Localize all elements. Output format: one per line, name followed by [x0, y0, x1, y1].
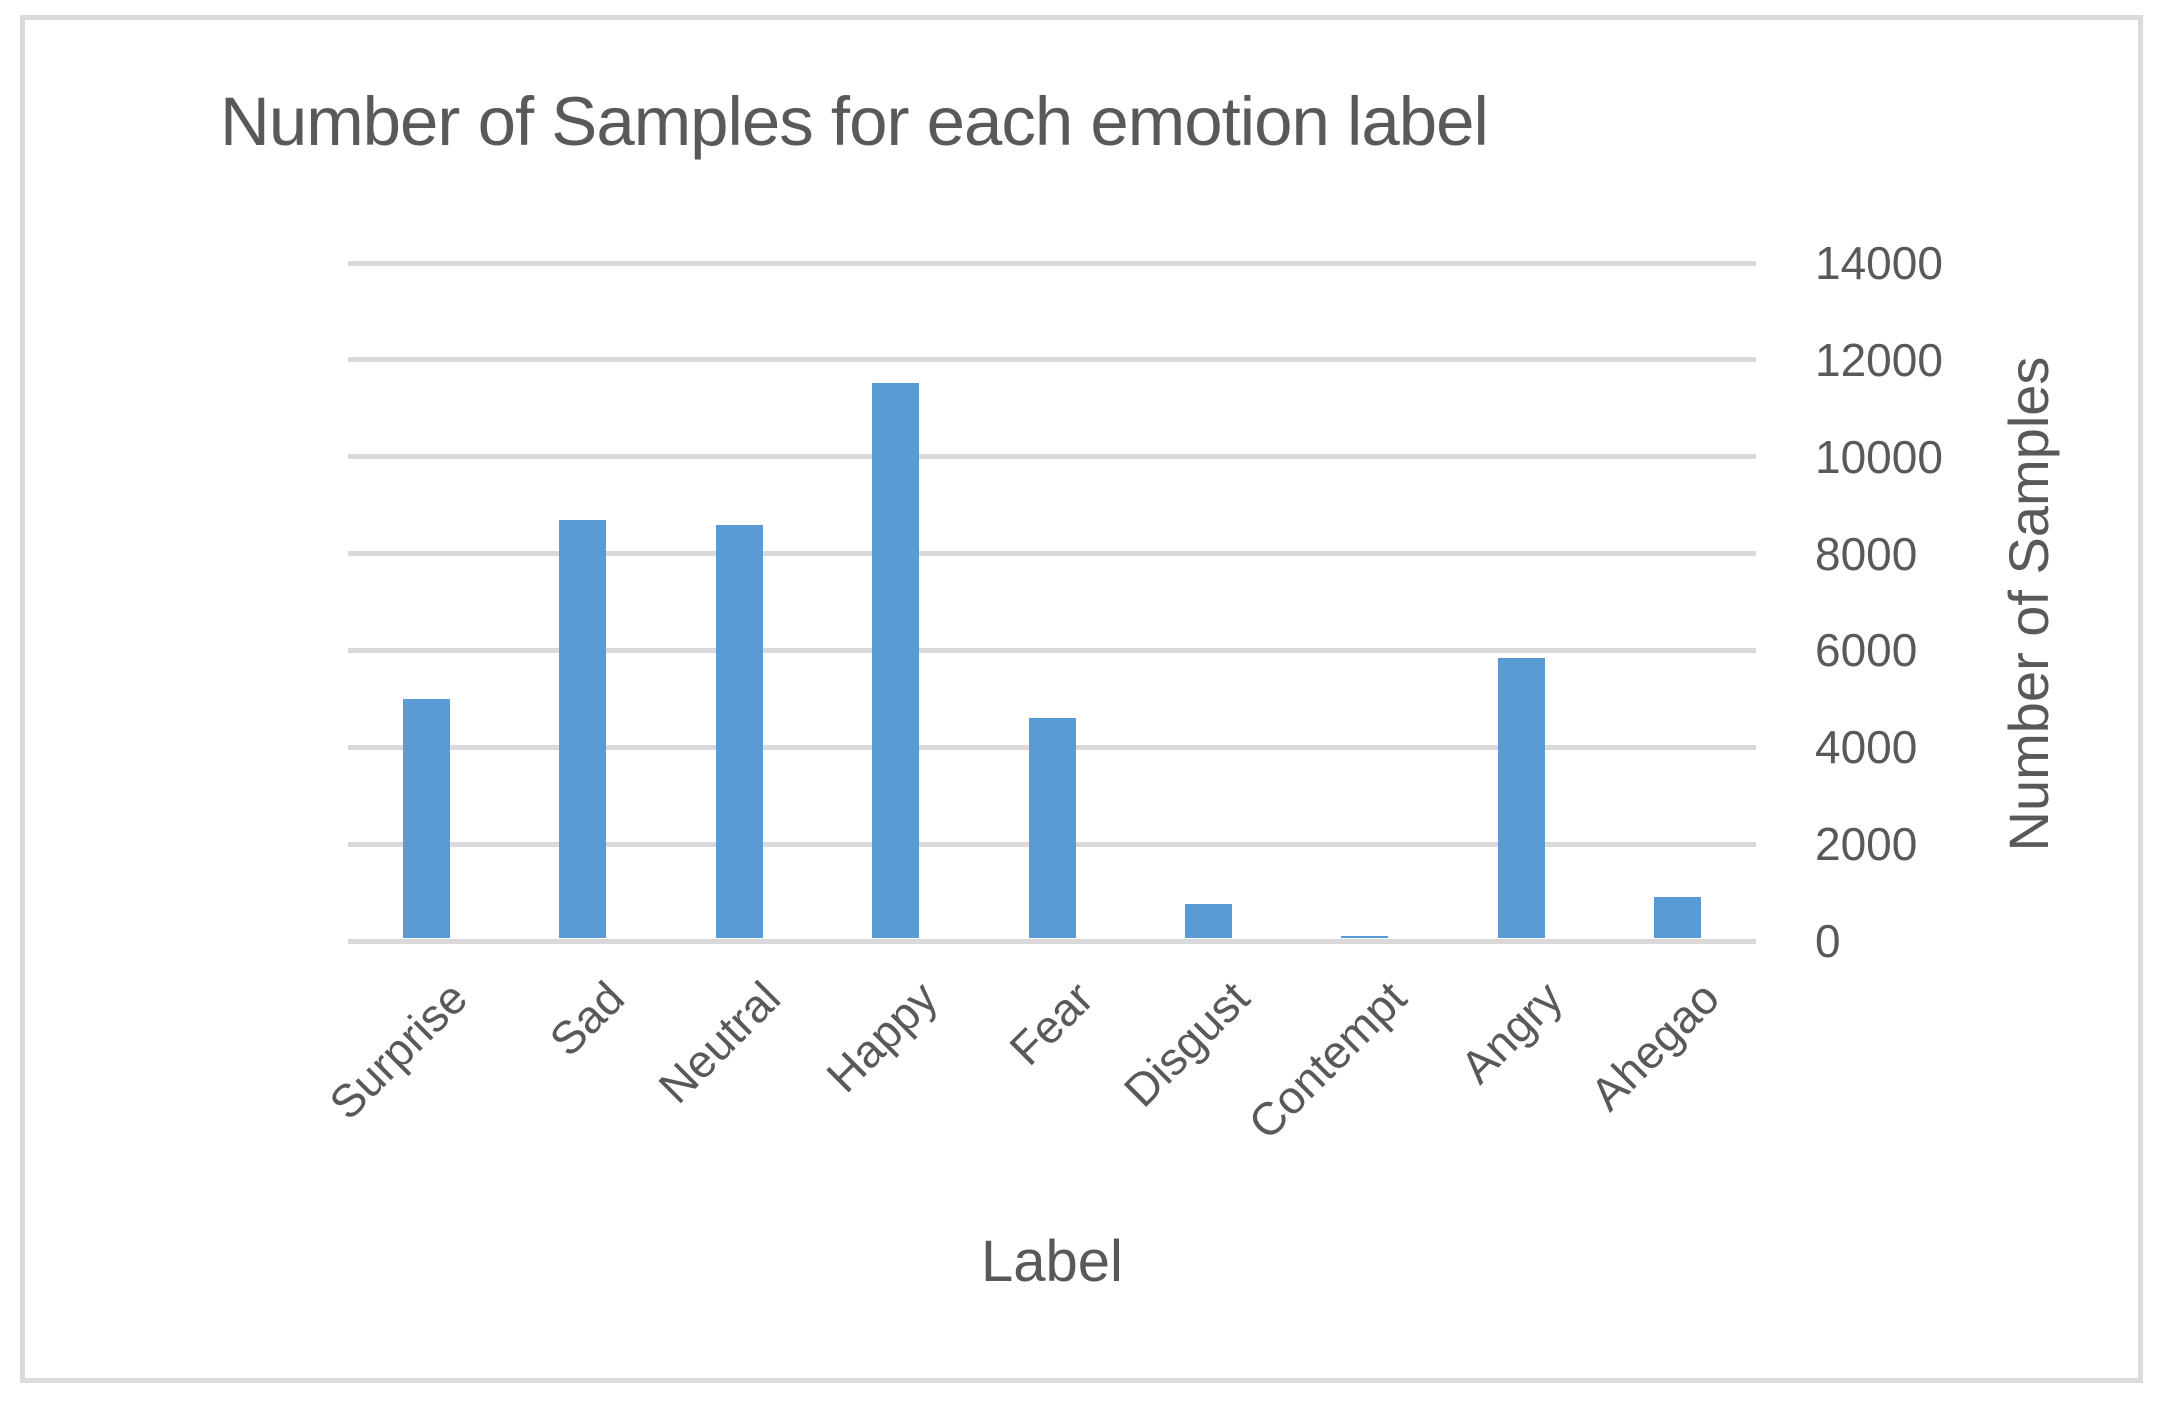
bar-angry — [1497, 658, 1545, 939]
bar-ahegao — [1654, 896, 1702, 939]
y-tick-label-6000: 6000 — [1815, 624, 1918, 677]
bar-sad — [559, 519, 607, 939]
y-tick-label-8000: 8000 — [1815, 527, 1918, 580]
y-tick-label-10000: 10000 — [1815, 430, 1943, 483]
y-tick-label-0: 0 — [1815, 915, 1841, 967]
bar-fear — [1028, 718, 1076, 939]
bar-neutral — [715, 524, 763, 939]
bar-surprise — [402, 698, 450, 939]
y-gridline-0 — [348, 938, 1756, 944]
plot-area — [348, 260, 1756, 944]
y-gridline-8000 — [348, 551, 1756, 557]
bar-disgust — [1184, 903, 1232, 939]
y-axis-title: Number of Samples — [1997, 356, 2060, 852]
x-axis-title: Label — [981, 1229, 1123, 1294]
bar-contempt — [1341, 936, 1389, 939]
y-tick-label-4000: 4000 — [1815, 721, 1918, 774]
bar-happy — [872, 383, 920, 939]
y-gridline-10000 — [348, 454, 1756, 460]
chart-frame-border — [20, 15, 2143, 1383]
y-tick-label-2000: 2000 — [1815, 818, 1918, 871]
y-tick-label-12000: 12000 — [1815, 333, 1943, 386]
chart-title: Number of Samples for each emotion label — [220, 83, 1489, 160]
y-tick-label-14000: 14000 — [1815, 237, 1943, 289]
y-gridline-12000 — [348, 357, 1756, 363]
y-gridline-14000 — [348, 260, 1756, 266]
y-gridline-6000 — [348, 647, 1756, 653]
